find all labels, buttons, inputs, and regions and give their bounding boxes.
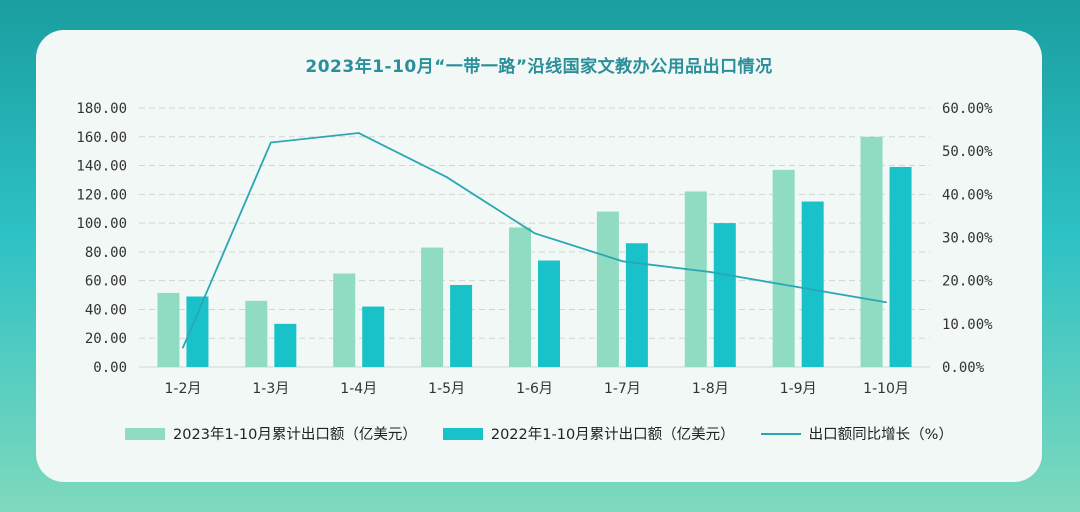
bar-2023 [684,191,707,367]
chart-title: 2023年1-10月“一带一路”沿线国家文教办公用品出口情况 [305,57,773,77]
legend-label-2023: 2023年1-10月累计出口额（亿美元） [173,427,417,443]
category-label: 1-9月 [780,381,817,397]
right-tick-label: 0.00% [942,360,985,376]
bar-2022 [713,223,736,367]
category-label: 1-7月 [604,381,641,397]
category-label: 1-10月 [863,381,909,397]
chart-card: 2023年1-10月“一带一路”沿线国家文教办公用品出口情况 0.00 20.00… [36,30,1042,482]
bar-2023 [421,247,444,367]
bar-2023 [772,169,795,367]
growth-point [533,232,536,235]
growth-point [885,301,887,304]
bar-2023 [245,300,268,367]
legend-swatch-growth [760,432,801,435]
left-tick-label: 0.00 [93,360,127,376]
growth-point [621,260,624,263]
growth-line [182,132,887,349]
legend-swatch-2023 [125,427,166,440]
left-tick-label: 20.00 [85,331,127,347]
bar-2022 [801,201,824,367]
bar-2022 [889,166,912,367]
bar-2022 [625,243,648,367]
left-tick-label: 40.00 [85,302,127,318]
right-tick-label: 30.00% [942,231,993,247]
bars [157,136,912,367]
right-tick-label: 10.00% [942,317,993,333]
bar-2023 [509,227,531,367]
bar-2022 [450,284,473,367]
category-label: 1-5月 [428,381,465,397]
right-tick-label: 20.00% [942,274,993,290]
growth-point [357,132,360,134]
combo-chart: 0.00 20.00 40.00 60.00 80.00 100.00 120.00 140.… [76,101,993,397]
category-labels: 1-2月 1-3月 1-4月 1-5月 1-6月 1-7月 1-8月 1-9月 1-10月 [165,381,909,397]
category-label: 1-2月 [165,381,202,397]
bar-2022 [538,260,560,367]
category-label: 1-3月 [252,381,289,397]
gridlines [139,107,930,368]
bar-2023 [596,211,619,367]
growth-point [797,286,800,289]
left-tick-label: 140.00 [76,159,127,175]
bar-2022 [362,306,385,367]
growth-point [182,346,184,349]
bar-2022 [186,296,209,367]
legend-label-2022: 2022年1-10月累计出口额（亿美元） [490,427,735,443]
category-label: 1-4月 [340,381,377,397]
legend: 2023年1-10月累计出口额（亿美元） 2022年1-10月累计出口额（亿美元… [36,423,1042,444]
left-axis-ticks: 0.00 20.00 40.00 60.00 80.00 100.00 120.00 140.… [76,101,127,376]
legend-item-2022: 2022年1-10月累计出口额（亿美元） [442,423,735,444]
growth-point [269,141,272,144]
bar-2023 [157,292,180,367]
right-tick-label: 40.00% [942,187,993,203]
bar-2022 [274,323,297,367]
growth-point [445,176,448,178]
right-tick-label: 50.00% [942,144,993,160]
legend-label-growth: 出口额同比增长（%） [808,427,953,443]
bar-2023 [333,273,356,367]
legend-swatch-2022 [442,427,483,440]
right-axis-ticks: 0.00% 10.00% 20.00% 30.00% 40.00% 50.00% 60.00… [942,101,993,376]
left-tick-label: 120.00 [76,187,127,203]
legend-item-2023: 2023年1-10月累计出口额（亿美元） [125,423,417,444]
left-tick-label: 80.00 [85,245,127,261]
left-tick-label: 180.00 [76,101,127,117]
right-tick-label: 60.00% [942,101,993,117]
category-label: 1-6月 [516,381,553,397]
left-tick-label: 60.00 [85,274,127,290]
left-tick-label: 100.00 [76,216,127,232]
growth-point [709,271,712,273]
bar-2023 [860,136,883,367]
category-label: 1-8月 [692,381,729,397]
left-tick-label: 160.00 [76,130,127,146]
legend-item-growth: 出口额同比增长（%） [760,423,953,444]
